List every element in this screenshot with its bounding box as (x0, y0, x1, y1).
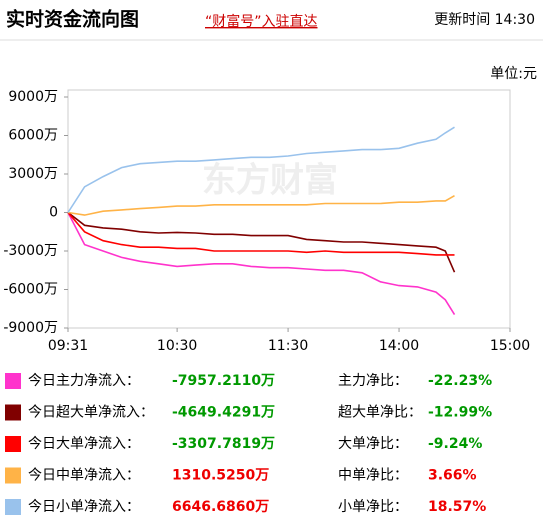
x-tick-label: 09:31 (48, 338, 88, 354)
watermark: 东方财富 (202, 161, 338, 201)
legend-swatch (5, 373, 21, 389)
series-line (67, 126, 455, 213)
ratio-value: 18.57% (428, 499, 486, 515)
y-tick-label: -6000万 (3, 282, 58, 298)
flow-value: -7957.2110万 (172, 373, 275, 389)
series-line (67, 211, 456, 273)
y-tick-label: 9000万 (8, 89, 58, 105)
series-line (67, 211, 455, 256)
legend-label: 今日小单净流入： (28, 499, 140, 515)
ratio-value: -22.23% (428, 373, 492, 389)
legend-swatch (5, 467, 21, 484)
legend-swatch (5, 499, 21, 515)
legend-label: 今日主力净流入： (28, 373, 140, 389)
flow-value: 6646.6860万 (172, 499, 269, 515)
legend-label: 今日中单净流入： (28, 468, 140, 484)
title: 实时资金流向图 (6, 8, 139, 31)
flow-value: -3307.7819万 (172, 436, 275, 452)
update-time: 更新时间 14:30 (434, 12, 535, 28)
ratio-label: 中单净比： (338, 468, 408, 484)
series-line (67, 195, 455, 216)
y-tick-label: -3000万 (3, 243, 58, 259)
x-tick-label: 14:00 (379, 338, 419, 354)
ratio-value: -12.99% (428, 405, 492, 421)
ratio-label: 主力净比： (338, 373, 408, 389)
ratio-value: -9.24% (428, 436, 482, 452)
y-tick-label: 0 (49, 205, 58, 221)
flow-value: 1310.5250万 (172, 468, 269, 484)
ratio-label: 大单净比： (338, 436, 408, 452)
legend-label: 今日超大单净流入： (28, 405, 154, 421)
link[interactable]: “财富号”入驻直达 (205, 13, 318, 30)
y-tick-label: 3000万 (8, 166, 58, 182)
x-tick-label: 11:30 (268, 338, 308, 354)
y-tick-label: 6000万 (8, 128, 58, 144)
unit: 单位:元 (490, 66, 537, 82)
y-tick-label: -9000万 (3, 320, 58, 336)
x-tick-label: 15:00 (490, 338, 530, 354)
plot-frame (67, 89, 511, 329)
ratio-label: 超大单净比： (338, 405, 422, 421)
legend-swatch (5, 404, 21, 421)
ratio-label: 小单净比： (338, 499, 408, 515)
flow-value: -4649.4291万 (172, 405, 275, 421)
series-line (67, 212, 456, 316)
ratio-value: 3.66% (428, 468, 477, 484)
legend-label: 今日大单净流入： (28, 436, 140, 452)
x-tick-label: 10:30 (157, 338, 197, 354)
legend-swatch (5, 436, 21, 452)
